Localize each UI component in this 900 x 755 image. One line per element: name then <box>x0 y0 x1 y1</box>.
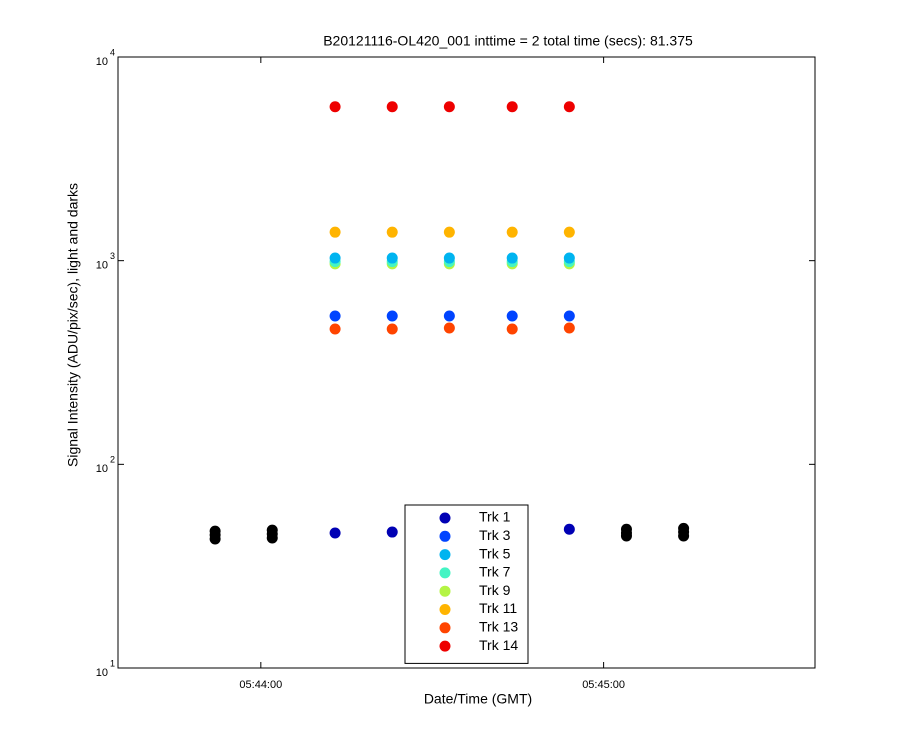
legend-label: Trk 7 <box>479 564 511 580</box>
point <box>443 310 455 322</box>
chart-title: B20121116-OL420_001 inttime = 2 total ti… <box>323 33 693 49</box>
point <box>386 252 398 264</box>
legend-marker <box>439 567 451 579</box>
legend-label: Trk 13 <box>479 619 518 635</box>
y-tick-label: 10 <box>96 667 108 679</box>
point <box>506 101 518 113</box>
point <box>329 527 341 539</box>
legend-label: Trk 14 <box>479 637 518 653</box>
point <box>386 323 398 335</box>
point <box>563 252 575 264</box>
y-axis-label: Signal Intensity (ADU/pix/sec), light an… <box>65 183 81 467</box>
legend-marker <box>439 604 451 615</box>
point <box>678 522 690 534</box>
y-tick-exponent: 4 <box>110 47 115 57</box>
point <box>329 310 341 322</box>
point <box>506 310 518 322</box>
point <box>506 252 518 264</box>
point <box>443 101 455 113</box>
legend-marker <box>439 640 451 652</box>
legend-label: Trk 5 <box>479 545 511 561</box>
point <box>329 252 341 264</box>
point <box>506 323 518 335</box>
legend-marker <box>439 549 451 561</box>
y-tick-exponent: 2 <box>110 455 115 465</box>
legend-label: Trk 11 <box>479 600 517 616</box>
legend-marker <box>439 530 451 542</box>
legend-box <box>404 504 529 664</box>
y-tick-label: 10 <box>96 260 108 272</box>
point <box>329 323 341 335</box>
point <box>443 322 455 334</box>
x-tick-label: 05:44:00 <box>239 679 282 691</box>
y-tick-label: 10 <box>96 463 108 475</box>
point <box>386 310 398 322</box>
y-tick-label: 10 <box>96 56 108 68</box>
point <box>443 226 455 238</box>
x-axis-label: Date/Time (GMT) <box>424 691 532 707</box>
y-tick-exponent: 3 <box>110 251 115 261</box>
point <box>386 526 398 538</box>
point <box>386 101 398 113</box>
point <box>266 524 278 536</box>
point <box>506 226 518 238</box>
legend-marker <box>439 512 451 524</box>
point <box>563 523 575 535</box>
point <box>329 101 341 113</box>
point <box>386 226 398 238</box>
point <box>563 226 575 238</box>
point <box>563 310 575 322</box>
point <box>329 226 341 238</box>
legend-marker <box>439 585 451 597</box>
point <box>563 322 575 334</box>
legend-label: Trk 1 <box>479 509 511 525</box>
point <box>209 525 221 537</box>
legend-label: Trk 3 <box>479 527 511 543</box>
x-tick-label: 05:45:00 <box>582 679 625 691</box>
legend-label: Trk 9 <box>479 582 511 598</box>
legend-marker <box>439 622 451 634</box>
point <box>443 252 455 264</box>
y-tick-exponent: 1 <box>110 658 115 668</box>
point <box>620 523 632 535</box>
point <box>563 101 575 113</box>
